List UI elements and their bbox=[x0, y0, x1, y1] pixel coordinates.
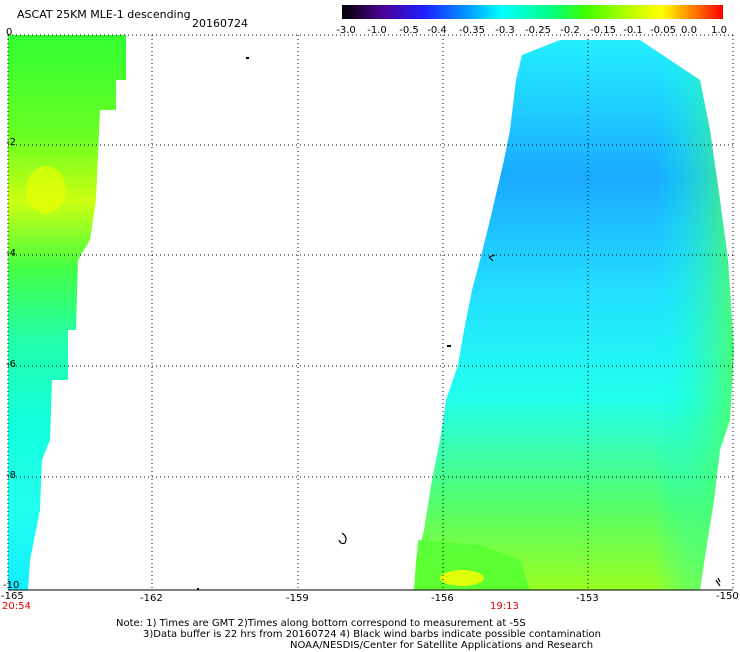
x-axis-label: -162 bbox=[140, 593, 163, 604]
colorbar-label: 0.0 bbox=[681, 25, 697, 36]
y-axis-label: -10 bbox=[3, 580, 20, 591]
colorbar-label: -0.15 bbox=[590, 25, 616, 36]
y-axis-label: 0 bbox=[6, 27, 13, 38]
colorbar-label: -1.0 bbox=[367, 25, 387, 36]
colorbar-label: -0.2 bbox=[560, 25, 580, 36]
note-line-3: NOAA/NESDIS/Center for Satellite Applica… bbox=[290, 640, 594, 651]
colorbar-label: -0.05 bbox=[650, 25, 676, 36]
x-axis-label: -165 bbox=[1, 591, 24, 602]
colorbar-label: -0.1 bbox=[623, 25, 643, 36]
y-axis-label: -8 bbox=[6, 470, 16, 481]
colorbar-label: 1.0 bbox=[711, 25, 727, 36]
colorbar-label: -0.25 bbox=[525, 25, 551, 36]
y-axis-label: -4 bbox=[6, 248, 16, 259]
colorbar-label: -0.5 bbox=[399, 25, 419, 36]
note-line-2: 3)Data buffer is 22 hrs from 20160724 4)… bbox=[143, 629, 601, 640]
product-title: ASCAT 25KM MLE-1 descending bbox=[17, 8, 191, 21]
colorbar-label: -0.4 bbox=[427, 25, 447, 36]
wind-barb-mark bbox=[447, 345, 451, 347]
grid-lines bbox=[7, 34, 734, 590]
wind-barb-mark bbox=[715, 577, 721, 587]
colorbar-label: -0.35 bbox=[459, 25, 485, 36]
swath-left bbox=[8, 35, 126, 590]
time-label-mid: 19:13 bbox=[490, 601, 519, 612]
x-axis-label: -159 bbox=[286, 593, 309, 604]
x-axis-label: -150 bbox=[716, 591, 739, 602]
wind-barb-mark bbox=[197, 588, 199, 590]
colorbar bbox=[342, 5, 723, 19]
colorbar-label: -3.0 bbox=[336, 25, 356, 36]
wind-barb-mark bbox=[338, 532, 347, 545]
product-date: 20160724 bbox=[192, 17, 248, 30]
x-axis-label: -156 bbox=[431, 593, 454, 604]
wind-barb-mark bbox=[246, 57, 249, 59]
colorbar-labels: -3.0 -1.0 -0.5 -0.4 -0.35 -0.3 -0.25 -0.… bbox=[330, 25, 740, 37]
time-label-left: 20:54 bbox=[2, 601, 31, 612]
y-axis-label: -2 bbox=[6, 137, 16, 148]
y-axis-label: -6 bbox=[6, 359, 16, 370]
x-axis-label: -153 bbox=[576, 593, 599, 604]
note-line-1: Note: 1) Times are GMT 2)Times along bot… bbox=[116, 618, 526, 629]
colorbar-label: -0.3 bbox=[495, 25, 515, 36]
wind-barb-mark bbox=[488, 254, 496, 262]
